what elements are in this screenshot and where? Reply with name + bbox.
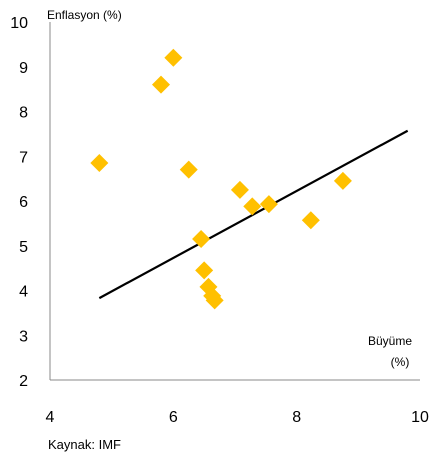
y-tick-label: 9 <box>19 60 28 77</box>
trendline <box>98 129 409 300</box>
source-note: Kaynak: IMF <box>48 437 121 452</box>
y-axis-title: Enflasyon (%) <box>47 8 122 22</box>
data-points <box>90 48 352 310</box>
axes <box>49 22 420 381</box>
trendline-layer <box>98 129 409 300</box>
y-tick-label: 2 <box>19 373 28 390</box>
data-point <box>301 211 320 230</box>
data-point <box>195 261 214 280</box>
data-point <box>192 230 211 249</box>
data-point <box>164 48 183 67</box>
y-tick-label: 6 <box>19 194 28 211</box>
data-point <box>243 197 262 216</box>
y-tick-label: 7 <box>19 149 28 166</box>
x-tick-label: 10 <box>411 409 429 426</box>
x-axis-title-line2: (%) <box>391 355 410 369</box>
y-tick-label: 8 <box>19 105 28 122</box>
data-point <box>205 291 224 310</box>
y-tick-labels: 2 3 4 5 6 7 8 9 10 <box>10 15 28 390</box>
x-tick-label: 6 <box>169 409 178 426</box>
y-tick-label: 5 <box>19 239 28 256</box>
x-axis-title-line1: Büyüme <box>368 334 412 348</box>
data-point <box>152 75 170 94</box>
y-tick-label: 3 <box>19 328 28 345</box>
data-point <box>230 180 249 199</box>
x-tick-label: 8 <box>292 409 301 426</box>
y-tick-label: 10 <box>10 15 28 32</box>
data-point <box>333 171 352 190</box>
x-tick-labels: 4 6 8 10 <box>46 409 429 426</box>
y-tick-label: 4 <box>19 284 28 301</box>
x-tick-label: 4 <box>46 409 55 426</box>
data-point <box>179 160 198 179</box>
data-point <box>90 153 109 172</box>
data-point <box>259 195 278 214</box>
